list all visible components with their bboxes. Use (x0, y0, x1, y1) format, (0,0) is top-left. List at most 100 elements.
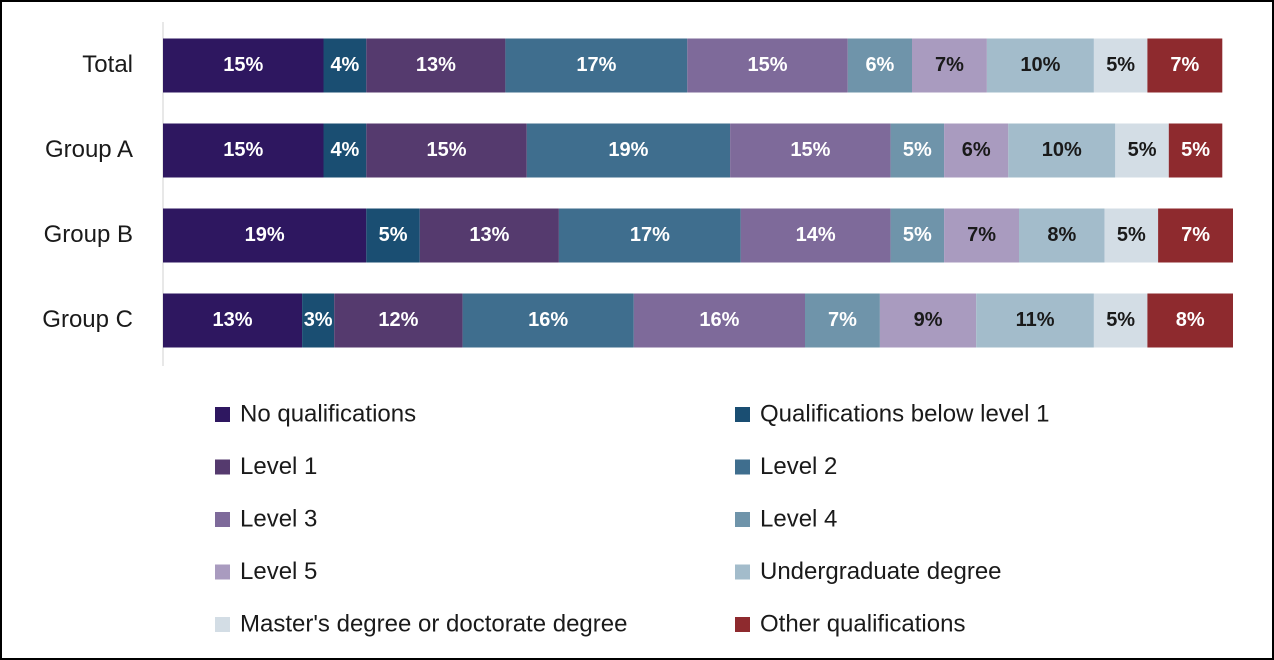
legend-label: Level 5 (240, 558, 317, 585)
data-label: 7% (828, 309, 857, 331)
legend-label: Qualifications below level 1 (760, 400, 1050, 427)
data-label: 15% (790, 139, 830, 161)
bar-segment (633, 293, 805, 348)
bar-segment (890, 123, 945, 178)
bar-segment (912, 38, 987, 93)
data-label: 4% (330, 139, 359, 161)
bar-segment (334, 293, 463, 348)
legend-label: Undergraduate degree (760, 558, 1002, 585)
data-label: 15% (427, 139, 467, 161)
legend-label: Level 2 (760, 453, 837, 480)
legend-swatch (735, 459, 750, 475)
data-label: 15% (748, 54, 788, 76)
bar-segment (1168, 123, 1223, 178)
bar-segment (163, 38, 324, 93)
data-label: 19% (608, 139, 648, 161)
data-label: 16% (528, 309, 568, 331)
legend-label: Level 4 (760, 505, 837, 532)
legend-label: Master's degree or doctorate degree (240, 610, 627, 637)
data-label: 8% (1047, 224, 1076, 246)
data-label: 5% (1128, 139, 1157, 161)
bar-segment (366, 38, 506, 93)
data-label: 6% (865, 54, 894, 76)
bar-segment (366, 123, 527, 178)
bar-segment (730, 123, 891, 178)
bar-segment (1147, 38, 1223, 93)
data-label: 13% (213, 309, 253, 331)
bar-segment (462, 293, 634, 348)
bar-segment (1104, 208, 1159, 263)
legend-swatch (735, 512, 750, 527)
data-label: 10% (1020, 54, 1060, 76)
y-tick-label: Group A (45, 136, 133, 163)
bar-segment (1093, 38, 1148, 93)
legend-swatch (735, 617, 750, 632)
bar-segment (323, 38, 367, 93)
legend-swatch (215, 564, 230, 580)
bar-segment (163, 293, 303, 348)
data-label: 4% (330, 54, 359, 76)
bar-segment (323, 123, 367, 178)
bar-segment (687, 38, 848, 93)
bar-segment (986, 38, 1094, 93)
data-label: 5% (903, 224, 932, 246)
bar-segment (944, 208, 1019, 263)
data-label: 7% (1181, 224, 1210, 246)
legend-swatch (735, 564, 750, 580)
data-label: 10% (1042, 139, 1082, 161)
data-label: 7% (1170, 54, 1199, 76)
data-label: 14% (796, 224, 836, 246)
data-label: 5% (1106, 309, 1135, 331)
data-label: 19% (245, 224, 285, 246)
bar-segment (163, 123, 324, 178)
bar-segment (163, 208, 367, 263)
data-label: 7% (935, 54, 964, 76)
data-label: 12% (378, 309, 418, 331)
data-label: 13% (469, 224, 509, 246)
legend-swatch (215, 617, 230, 632)
legend-label: Level 1 (240, 453, 317, 480)
bar-segment (890, 208, 945, 263)
bar-segment (944, 123, 1009, 178)
legend-swatch (215, 459, 230, 475)
y-tick-label: Group B (44, 221, 133, 248)
bar-segment (1158, 208, 1233, 263)
legend-swatch (735, 407, 750, 422)
bar-segment (805, 293, 880, 348)
data-label: 16% (699, 309, 739, 331)
bar-segment (1115, 123, 1169, 178)
data-label: 15% (223, 139, 263, 161)
data-label: 17% (630, 224, 670, 246)
bar-segment (1147, 293, 1233, 348)
data-label: 11% (1016, 309, 1055, 331)
bar-segment (1093, 293, 1148, 348)
bar-segment (847, 38, 912, 93)
bar-segment (505, 38, 688, 93)
data-label: 9% (914, 309, 943, 331)
data-label: 17% (576, 54, 616, 76)
data-label: 7% (967, 224, 996, 246)
bar-segment (526, 123, 731, 178)
y-tick-label: Group C (42, 306, 133, 333)
data-label: 13% (416, 54, 456, 76)
bar-segment (879, 293, 977, 348)
data-label: 15% (223, 54, 263, 76)
bar-segment (419, 208, 559, 263)
data-label: 5% (903, 139, 932, 161)
bar-segment (740, 208, 891, 263)
data-label: 5% (1106, 54, 1135, 76)
y-tick-label: Total (82, 51, 133, 78)
bar-segment (302, 293, 335, 348)
data-label: 5% (1117, 224, 1146, 246)
legend-swatch (215, 512, 230, 527)
data-label: 3% (304, 309, 333, 331)
legend-swatch (215, 407, 230, 422)
data-label: 5% (1181, 139, 1210, 161)
legend-label: No qualifications (240, 400, 416, 427)
data-label: 5% (379, 224, 408, 246)
data-label: 8% (1176, 309, 1205, 331)
bar-segment (1008, 123, 1116, 178)
legend-label: Level 3 (240, 505, 317, 532)
bar-segment (1019, 208, 1105, 263)
